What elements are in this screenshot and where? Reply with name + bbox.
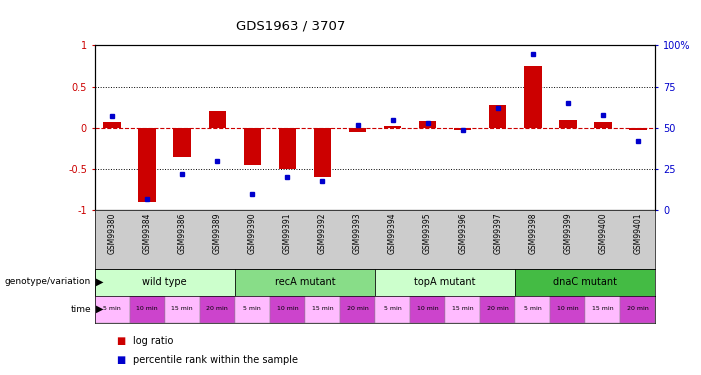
Bar	[270, 296, 305, 322]
Bar	[629, 128, 647, 129]
Text: GSM99392: GSM99392	[318, 212, 327, 254]
Bar	[235, 268, 375, 296]
Bar	[384, 126, 402, 128]
Bar	[235, 296, 270, 322]
Text: recA mutant: recA mutant	[275, 277, 335, 287]
Bar	[340, 296, 375, 322]
Text: 5 min: 5 min	[103, 306, 121, 312]
Bar	[130, 296, 165, 322]
Bar	[585, 296, 620, 322]
Bar	[95, 296, 130, 322]
Text: GSM99389: GSM99389	[213, 212, 222, 254]
Text: GSM99397: GSM99397	[494, 212, 502, 254]
Text: GSM99390: GSM99390	[248, 212, 257, 254]
Text: GSM99391: GSM99391	[283, 212, 292, 254]
Bar	[550, 296, 585, 322]
Text: 10 min: 10 min	[417, 306, 438, 312]
Text: GSM99384: GSM99384	[143, 212, 151, 254]
Bar	[445, 296, 480, 322]
Text: 20 min: 20 min	[627, 306, 649, 312]
Text: 15 min: 15 min	[452, 306, 473, 312]
Bar	[244, 128, 261, 165]
Bar	[375, 268, 515, 296]
Bar	[200, 296, 235, 322]
Bar	[515, 268, 655, 296]
Text: 20 min: 20 min	[486, 306, 509, 312]
Text: GDS1963 / 3707: GDS1963 / 3707	[236, 19, 346, 32]
Text: 20 min: 20 min	[206, 306, 229, 312]
Bar	[165, 296, 200, 322]
Text: 10 min: 10 min	[137, 306, 158, 312]
Bar	[454, 128, 472, 129]
Text: GSM99400: GSM99400	[599, 212, 607, 254]
Bar	[95, 268, 235, 296]
Text: 15 min: 15 min	[592, 306, 613, 312]
Text: ▶: ▶	[96, 277, 104, 287]
Bar	[279, 128, 297, 169]
Text: 10 min: 10 min	[557, 306, 578, 312]
Text: dnaC mutant: dnaC mutant	[553, 277, 618, 287]
Bar	[410, 296, 445, 322]
Text: ■: ■	[116, 355, 125, 365]
Bar	[349, 128, 367, 132]
Text: GSM99401: GSM99401	[634, 212, 642, 254]
Text: GSM99399: GSM99399	[564, 212, 572, 254]
Bar	[375, 296, 410, 322]
Bar	[620, 296, 655, 322]
Text: 5 min: 5 min	[243, 306, 261, 312]
Text: time: time	[71, 304, 91, 313]
Text: ▶: ▶	[96, 304, 104, 314]
Text: topA mutant: topA mutant	[414, 277, 476, 287]
Text: GSM99380: GSM99380	[108, 212, 116, 254]
Bar	[480, 296, 515, 322]
Bar	[419, 121, 436, 128]
Text: 15 min: 15 min	[312, 306, 333, 312]
Text: GSM99396: GSM99396	[458, 212, 467, 254]
Text: 20 min: 20 min	[346, 306, 369, 312]
Text: GSM99393: GSM99393	[353, 212, 362, 254]
Text: percentile rank within the sample: percentile rank within the sample	[133, 355, 298, 365]
Text: GSM99394: GSM99394	[388, 212, 397, 254]
Bar	[104, 122, 121, 128]
Bar	[489, 105, 506, 128]
Bar	[524, 66, 542, 128]
Bar	[174, 128, 191, 157]
Text: ■: ■	[116, 336, 125, 346]
Bar	[139, 128, 156, 202]
Bar	[594, 122, 612, 128]
Bar	[305, 296, 340, 322]
Text: wild type: wild type	[142, 277, 187, 287]
Text: 5 min: 5 min	[383, 306, 402, 312]
Text: 15 min: 15 min	[172, 306, 193, 312]
Text: 5 min: 5 min	[524, 306, 542, 312]
Bar	[515, 296, 550, 322]
Bar	[559, 120, 576, 128]
Text: GSM99386: GSM99386	[178, 212, 186, 254]
Text: log ratio: log ratio	[133, 336, 174, 346]
Text: genotype/variation: genotype/variation	[5, 278, 91, 286]
Bar	[209, 111, 226, 128]
Bar	[314, 128, 332, 177]
Text: GSM99395: GSM99395	[423, 212, 432, 254]
Text: GSM99398: GSM99398	[529, 212, 537, 254]
Text: 10 min: 10 min	[277, 306, 298, 312]
